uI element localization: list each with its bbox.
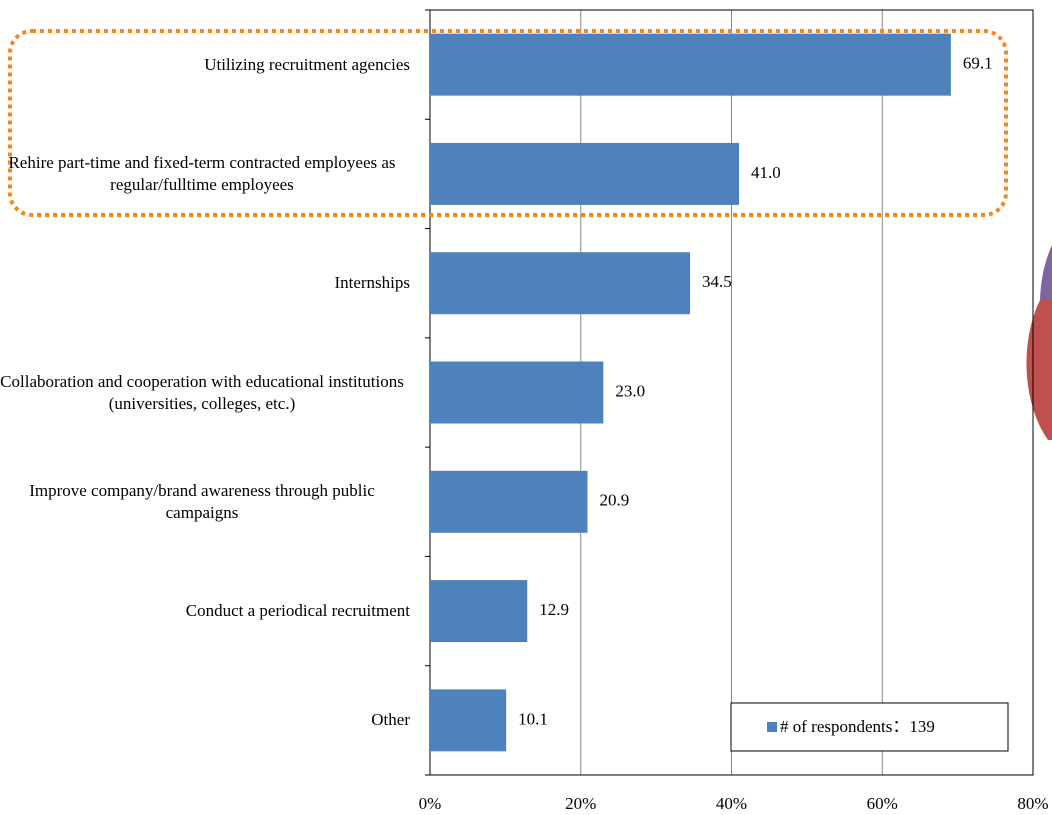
y-tick-label: Other — [0, 680, 410, 760]
category-text: Collaboration and cooperation with educa… — [0, 371, 404, 413]
category-text: Conduct a periodical recruitment — [185, 601, 410, 621]
y-tick-label: Collaboration and cooperation with educa… — [0, 353, 410, 433]
bar — [430, 580, 528, 643]
y-tick-label: Rehire part-time and fixed-term contract… — [0, 134, 410, 214]
x-tick-label: 60% — [867, 794, 898, 813]
x-tick-label: 20% — [565, 794, 596, 813]
category-text: Rehire part-time and fixed-term contract… — [8, 152, 396, 194]
data-label: 69.1 — [963, 54, 993, 73]
x-tick-label: 80% — [1017, 794, 1048, 813]
category-text: Internships — [334, 273, 410, 293]
data-label: 23.0 — [615, 381, 645, 400]
pie-fragment — [1026, 300, 1052, 440]
bar — [430, 689, 507, 752]
pie-fragment — [1040, 245, 1052, 300]
category-text: Improve company/brand awareness through … — [29, 480, 375, 522]
legend-label: # of respondents：139 — [780, 717, 935, 736]
bar — [430, 470, 588, 533]
y-tick-label: Utilizing recruitment agencies — [0, 25, 410, 105]
data-label: 41.0 — [751, 163, 781, 182]
bar — [430, 361, 604, 424]
category-text: Other — [371, 710, 410, 730]
x-tick-label: 0% — [419, 794, 442, 813]
data-label: 10.1 — [518, 709, 548, 728]
y-tick-label: Conduct a periodical recruitment — [0, 571, 410, 651]
highlight-box — [8, 29, 1008, 217]
y-tick-label: Internships — [0, 243, 410, 323]
data-label: 20.9 — [600, 491, 630, 510]
bar — [430, 252, 691, 315]
legend-box — [730, 702, 1009, 752]
bar — [430, 142, 740, 205]
legend-swatch — [767, 722, 777, 732]
bar — [430, 33, 951, 96]
x-tick-label: 40% — [716, 794, 747, 813]
y-tick-label: Improve company/brand awareness through … — [0, 462, 410, 542]
data-label: 34.5 — [702, 272, 732, 291]
category-text: Utilizing recruitment agencies — [204, 54, 410, 74]
data-label: 12.9 — [539, 600, 569, 619]
